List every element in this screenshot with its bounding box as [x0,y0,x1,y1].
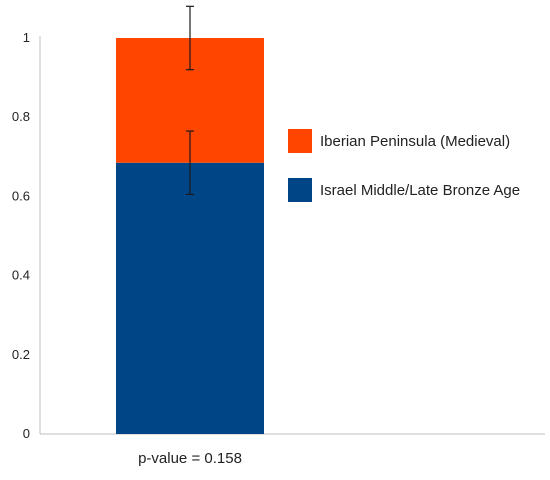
y-tick-label: 0 [23,426,30,441]
x-axis-label: p-value = 0.158 [138,450,242,467]
y-tick-label: 0.6 [12,188,30,203]
legend-swatch-israel [288,178,312,202]
axes: 0 0.2 0.4 0.6 0.8 1 [12,30,545,441]
legend-swatch-iberian [288,129,312,153]
legend-label-iberian: Iberian Peninsula (Medieval) [320,133,510,150]
legend: Iberian Peninsula (Medieval) Israel Midd… [288,129,520,202]
y-tick-label: 1 [23,30,30,45]
bar-segment-israel [116,162,264,435]
y-tick-label: 0.4 [12,268,30,283]
error-bars [186,5,194,196]
legend-label-israel: Israel Middle/Late Bronze Age [320,182,520,199]
y-tick-label: 0.8 [12,109,30,124]
y-tick-label: 0.2 [12,347,30,362]
bars [116,38,264,435]
